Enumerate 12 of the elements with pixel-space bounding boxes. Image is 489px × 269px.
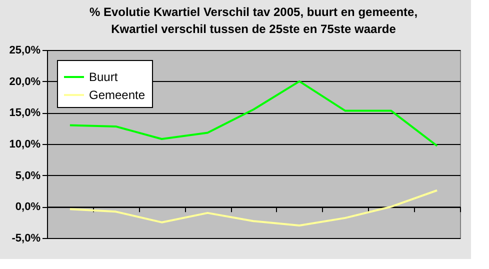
line-series — [68, 189, 438, 226]
y-tick-label: -5,0% — [12, 232, 41, 244]
y-tick-label: 15,0% — [9, 107, 41, 120]
line-series — [68, 80, 438, 147]
y-tick-label: 25,0% — [9, 44, 41, 56]
y-tick-label: 5,0% — [15, 170, 41, 182]
chart-title: % Evolutie Kwartiel Verschil tav 2005, buurt en gemeente, Kwartiel verschil tussen de 25ste en 75ste waarde — [89, 5, 418, 36]
y-tick-label: 20,0% — [9, 76, 41, 88]
legend-label: Buurt — [89, 70, 118, 84]
y-tick-label: 0,0% — [15, 201, 41, 214]
y-tick-label: 10,0% — [9, 138, 41, 150]
legend-label: Gemeente — [89, 88, 146, 102]
